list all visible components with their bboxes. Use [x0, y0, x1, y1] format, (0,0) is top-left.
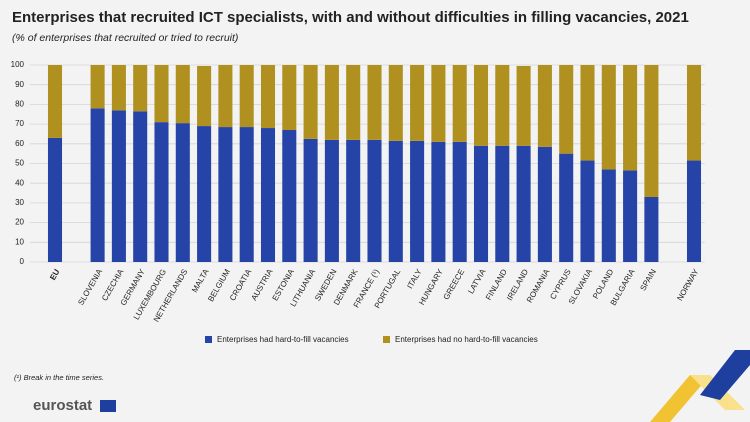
bar-segment [197, 126, 212, 262]
bar-segment [410, 140, 425, 262]
y-tick-label: 90 [15, 80, 24, 89]
bar-segment [90, 65, 105, 109]
x-tick-label: ITALY [405, 267, 424, 290]
bar-segment [686, 160, 702, 262]
bar-segment [601, 169, 616, 262]
bar-segment [473, 145, 489, 262]
legend-swatch [383, 336, 390, 343]
y-tick-label: 50 [15, 159, 24, 168]
bar-segment [154, 122, 169, 262]
bar-segment [346, 65, 361, 140]
legend-swatch [205, 336, 212, 343]
bar-segment [388, 65, 403, 141]
bar-segment [537, 65, 552, 147]
decoration [700, 350, 750, 400]
x-tick-label: LATVIA [466, 267, 488, 295]
bar-segment [303, 65, 318, 139]
y-tick-label: 80 [15, 100, 24, 109]
y-tick-label: 30 [15, 198, 24, 207]
bar-segment [175, 123, 190, 263]
y-tick-label: 10 [15, 237, 24, 246]
bar-segment [644, 65, 659, 197]
chart-title: Enterprises that recruited ICT specialis… [12, 9, 689, 26]
bar-segment [324, 139, 339, 262]
y-tick-label: 70 [15, 119, 24, 128]
bar-segment [111, 110, 126, 262]
bar-segment [431, 141, 446, 262]
bar-segment [260, 128, 276, 262]
bar-segment [623, 170, 638, 262]
x-tick-label: EU [48, 267, 61, 281]
bar-segment [239, 127, 254, 263]
bar-segment [410, 65, 425, 141]
bar-segment [367, 139, 382, 262]
bar-segment [623, 65, 638, 171]
bar-segment [473, 65, 489, 146]
bar-segment [133, 111, 148, 262]
x-tick-label: SLOVENIA [76, 267, 104, 307]
bar-segment [175, 65, 190, 124]
bar-segment [282, 65, 297, 131]
y-tick-label: 20 [15, 218, 24, 227]
y-tick-label: 100 [11, 60, 25, 69]
bar-segment [495, 65, 510, 146]
bar-segment [516, 145, 531, 262]
bar-segment [516, 65, 531, 146]
bar-segment [282, 130, 297, 262]
bar-segment [111, 65, 126, 111]
y-tick-label: 60 [15, 139, 24, 148]
y-tick-label: 40 [15, 178, 24, 187]
bar-segment [559, 153, 574, 262]
bar-segment [218, 65, 233, 128]
bar-segment [452, 141, 467, 262]
bar-segment [218, 127, 233, 263]
legend-label: Enterprises had no hard-to-fill vacancie… [395, 335, 538, 344]
bar-segment [197, 65, 212, 127]
decoration [650, 375, 710, 422]
bar-segment [324, 65, 339, 140]
bar-segment [133, 65, 148, 112]
bar-segment [644, 196, 659, 262]
bar-segment [47, 137, 63, 262]
x-tick-label: GREECE [442, 268, 467, 302]
bar-segment [346, 139, 361, 262]
bar-segment [260, 65, 276, 129]
bar-segment [495, 145, 510, 262]
legend-label: Enterprises had hard-to-fill vacancies [217, 335, 349, 344]
bar-segment [367, 65, 382, 140]
bar-segment [580, 160, 595, 262]
y-tick-label: 0 [20, 257, 25, 266]
bar-segment [686, 65, 702, 161]
bar-segment [388, 140, 403, 262]
bar-segment [580, 65, 595, 161]
bar-segment [452, 65, 467, 142]
footnote: (¹) Break in the time series. [14, 373, 104, 382]
chart-subtitle: (% of enterprises that recruited or trie… [12, 32, 238, 44]
x-tick-label: NORWAY [675, 267, 701, 302]
x-tick-label: SPAIN [638, 267, 658, 292]
x-tick-label: MALTA [190, 267, 211, 294]
logo-text: eurostat [33, 397, 92, 414]
bar-segment [90, 108, 105, 262]
eu-flag [100, 400, 116, 412]
bar-segment [239, 65, 254, 128]
bar-segment [601, 65, 616, 170]
bar-segment [559, 65, 574, 154]
bar-segment [431, 65, 446, 142]
bar-segment [154, 65, 169, 123]
bar-segment [303, 138, 318, 262]
bar-segment [537, 146, 552, 262]
bar-segment [47, 65, 63, 138]
